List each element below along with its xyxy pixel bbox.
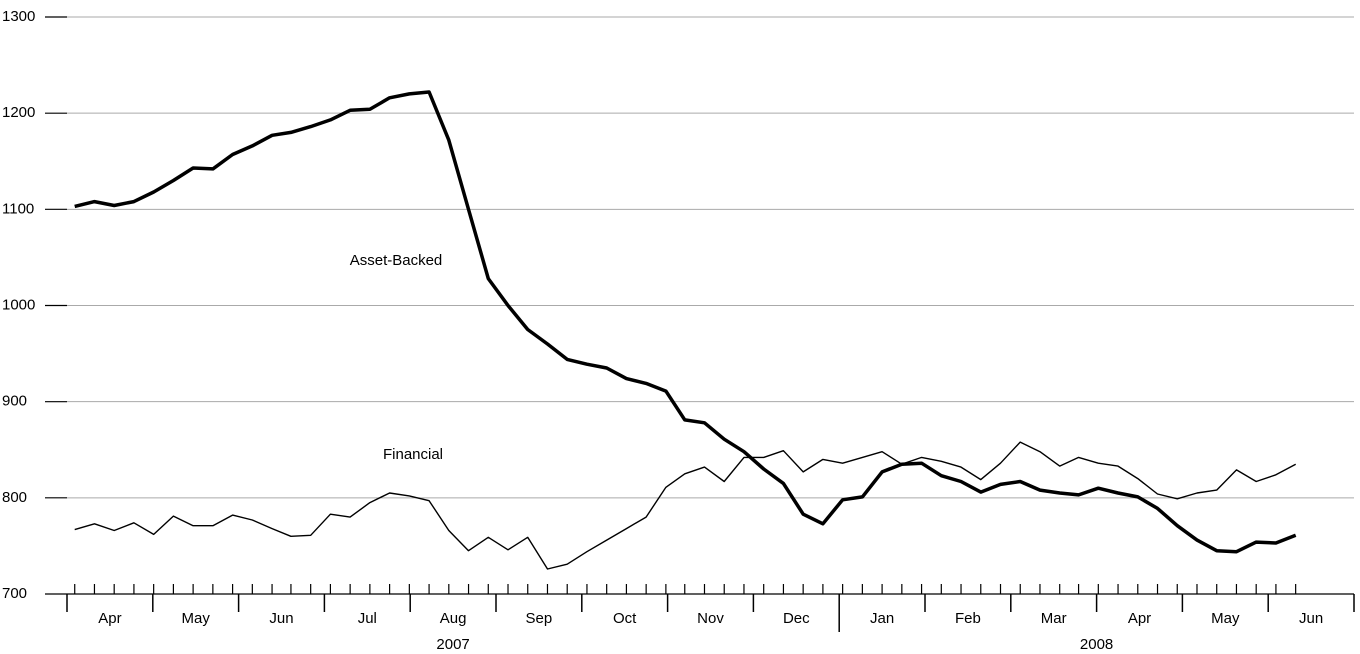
year-label: 2008 [1080, 636, 1113, 653]
y-tick-label: 800 [2, 489, 27, 506]
x-tick-label: Apr [98, 610, 121, 627]
x-tick-label: Apr [1128, 610, 1151, 627]
series-line [74, 90, 1297, 554]
x-tick-label: May [182, 610, 211, 627]
x-tick-label: Dec [783, 610, 810, 627]
y-tick-label: 1200 [2, 104, 35, 121]
y-tick-label: 1100 [2, 200, 34, 217]
series-label: Asset-Backed [350, 252, 443, 269]
x-tick-label: Oct [613, 610, 637, 627]
y-tick-label: 1000 [2, 296, 35, 313]
y-tick-label: 1300 [2, 8, 35, 25]
x-tick-label: Aug [440, 610, 467, 627]
x-tick-label: May [1211, 610, 1240, 627]
x-tick-label: Jan [870, 610, 894, 627]
y-tick-label: 900 [2, 393, 27, 410]
x-tick-label: Nov [697, 610, 724, 627]
x-tick-label: Jun [269, 610, 293, 627]
series-line [74, 441, 1297, 570]
x-tick-label: Feb [955, 610, 981, 627]
x-tick-label: Mar [1041, 610, 1067, 627]
x-tick-label: Jun [1299, 610, 1323, 627]
x-tick-label: Sep [526, 610, 553, 627]
y-tick-label: 700 [2, 585, 27, 602]
year-label: 2007 [436, 636, 469, 653]
x-tick-label: Jul [358, 610, 377, 627]
series-label: Financial [383, 446, 443, 463]
